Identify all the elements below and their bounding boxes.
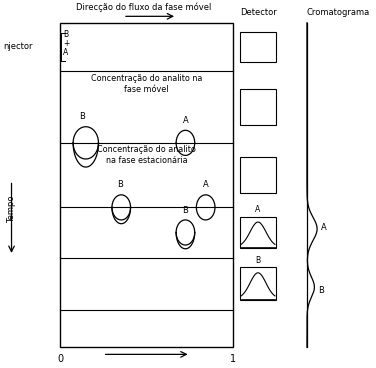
Bar [61,23,233,347]
Text: B: B [318,286,324,295]
Bar [240,89,276,125]
Text: B
+
A: B + A [63,30,70,57]
Text: B: B [182,206,188,215]
Text: B: B [117,180,123,190]
Text: A: A [321,223,327,231]
Text: Detector: Detector [240,8,276,17]
Text: B: B [79,112,85,121]
Text: A: A [255,205,261,215]
Text: njector: njector [3,42,33,52]
Bar [240,217,276,248]
Text: A: A [203,180,209,190]
Text: Tempo: Tempo [7,195,16,223]
Bar [240,157,276,193]
Text: Cromatograma: Cromatograma [307,8,370,17]
Text: Direcção do fluxo da fase móvel: Direcção do fluxo da fase móvel [76,3,211,12]
Bar [240,268,276,300]
Text: Concentração do analito
na fase estacionária: Concentração do analito na fase estacion… [97,145,196,166]
Bar [240,32,276,62]
Text: 1: 1 [230,354,236,364]
Text: A: A [182,116,188,125]
Text: 0: 0 [58,354,64,364]
Text: B: B [255,256,261,265]
Text: Concentração do analito na
fase móvel: Concentração do analito na fase móvel [91,74,202,94]
